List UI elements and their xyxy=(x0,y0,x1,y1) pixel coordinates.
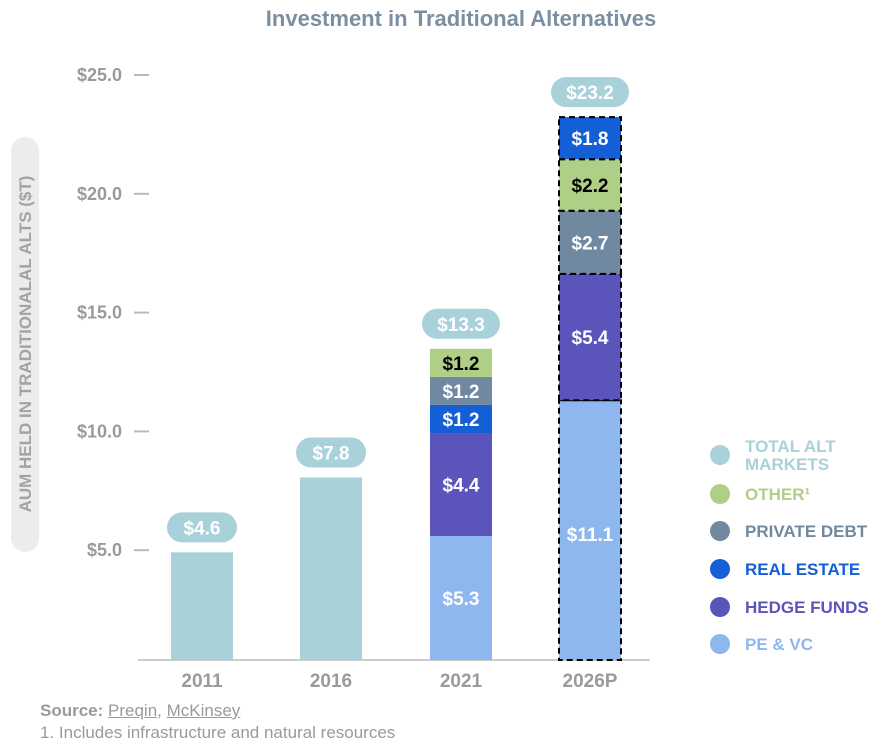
legend-swatch-icon xyxy=(710,634,730,654)
bar-segment-pe-vc xyxy=(558,399,622,661)
y-axis-label-pill xyxy=(11,137,39,552)
total-value-label: $13.3 xyxy=(437,315,485,336)
bar-group-2026p: $11.1 $5.4 $2.7 $2.2 $1.8 $23.2 xyxy=(551,77,629,661)
segment-value-label: $1.8 xyxy=(572,129,609,150)
chart-title: Investment in Traditional Alternatives xyxy=(266,6,656,31)
bar-segment-hedge-funds xyxy=(430,433,492,536)
legend-label: HEDGE FUNDS xyxy=(745,598,869,617)
segment-value-label: $11.1 xyxy=(567,525,614,546)
segment-value-label: $1.2 xyxy=(443,382,480,403)
source-link-mckinsey[interactable]: McKinsey xyxy=(166,701,241,720)
total-badge xyxy=(422,308,500,339)
total-badge xyxy=(551,77,629,108)
source-separator: , xyxy=(157,701,167,720)
total-value-label: $7.8 xyxy=(313,443,350,464)
x-tick-label: 2021 xyxy=(440,671,483,692)
y-axis: $5.0 $10.0 $15.0 $20.0 $25.0 xyxy=(77,65,149,560)
segment-value-label: $1.2 xyxy=(443,410,480,431)
legend-label: MARKETS xyxy=(745,455,829,474)
total-value-label: $23.2 xyxy=(566,83,614,104)
bar-segment-hedge-funds xyxy=(558,272,622,402)
segment-value-label: $4.4 xyxy=(443,476,480,497)
source-line: Source: Preqin, McKinsey xyxy=(40,700,395,722)
total-badge xyxy=(296,437,366,468)
y-axis-label: AUM HELD IN TRADITIONALAL ALTS ($T) xyxy=(16,176,35,513)
legend-label: REAL ESTATE xyxy=(745,560,860,579)
legend-item: PE & VC xyxy=(710,634,813,654)
legend-swatch-icon xyxy=(710,597,730,617)
segment-value-label: $2.7 xyxy=(572,233,609,254)
total-value-label: $4.6 xyxy=(184,518,221,539)
legend-swatch-icon xyxy=(710,521,730,541)
bar-total-alt-markets xyxy=(300,477,362,660)
source-label: Source: xyxy=(40,701,104,720)
legend-label: PRIVATE DEBT xyxy=(745,522,868,541)
bar-segment-other xyxy=(430,348,492,377)
legend-swatch-icon xyxy=(710,484,730,504)
x-tick-label: 2011 xyxy=(181,671,223,692)
y-tick-label: $10.0 xyxy=(77,421,122,441)
footnote: 1. Includes infrastructure and natural r… xyxy=(40,723,396,742)
legend-label: PE & VC xyxy=(745,635,813,654)
legend-item: HEDGE FUNDS xyxy=(710,597,869,617)
legend-swatch-icon xyxy=(710,445,730,465)
total-badge xyxy=(167,512,237,543)
legend-item: OTHER¹ xyxy=(710,484,811,504)
x-axis: 2011 2016 2021 2026P xyxy=(181,671,617,692)
x-tick-label: 2026P xyxy=(563,671,618,692)
bars: $4.6 $7.8 $5.3 $4.4 $1.2 $1.2 $1.2 $13.3 $11.1 $5… xyxy=(167,77,629,661)
legend-item: PRIVATE DEBT xyxy=(710,521,868,541)
bar-segment-private-debt xyxy=(430,376,492,405)
y-tick-label: $25.0 xyxy=(77,65,122,85)
y-axis-label-group: AUM HELD IN TRADITIONALAL ALTS ($T) xyxy=(11,137,39,552)
y-tick-label: $5.0 xyxy=(87,540,122,560)
bar-group-2021: $5.3 $4.4 $1.2 $1.2 $1.2 $13.3 xyxy=(422,308,500,660)
source-link-preqin[interactable]: Preqin xyxy=(108,701,158,720)
y-tick-label: $15.0 xyxy=(77,303,122,323)
bar-segment-real-estate xyxy=(558,116,622,161)
segment-value-label: $1.2 xyxy=(443,354,480,375)
footer: Source: Preqin, McKinsey 1. Includes inf… xyxy=(40,700,395,744)
bar-group-2011: $4.6 xyxy=(167,512,237,660)
legend-label: OTHER¹ xyxy=(745,485,811,504)
bar-segment-private-debt xyxy=(558,209,622,275)
y-tick-label: $20.0 xyxy=(77,184,122,204)
segment-value-label: $5.3 xyxy=(443,589,480,610)
bar-total-alt-markets xyxy=(171,552,233,660)
legend-item: REAL ESTATE xyxy=(710,559,860,579)
legend-label: TOTAL ALT xyxy=(745,437,836,456)
legend-swatch-icon xyxy=(710,559,730,579)
bar-segment-real-estate xyxy=(430,404,492,434)
segment-value-label: $2.2 xyxy=(572,176,609,197)
segment-value-label: $5.4 xyxy=(572,328,609,349)
bar-segment-pe-vc xyxy=(430,535,492,660)
chart: Investment in Traditional Alternatives A… xyxy=(11,6,869,692)
x-tick-label: 2016 xyxy=(310,671,352,692)
bar-group-2016: $7.8 xyxy=(296,437,366,660)
